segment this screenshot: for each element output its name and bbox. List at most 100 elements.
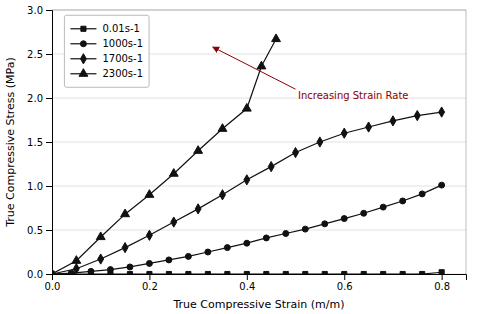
frame <box>466 10 467 274</box>
point <box>439 270 444 274</box>
tick-mark <box>247 274 248 280</box>
y-axis: 0.00.51.01.52.02.53.0 <box>27 5 52 280</box>
point <box>185 253 191 259</box>
point <box>225 271 230 274</box>
tick: 3.0 <box>27 5 52 16</box>
y-axis-title: True Compressive Stress (MPa) <box>4 57 17 228</box>
point <box>263 235 269 241</box>
point <box>98 254 104 264</box>
point <box>341 128 347 138</box>
legend-marker <box>80 54 86 64</box>
point <box>205 249 211 255</box>
point <box>127 264 133 270</box>
tick-label: 2.0 <box>27 93 43 104</box>
point <box>186 271 191 274</box>
point <box>361 210 367 216</box>
tick-label: 0.0 <box>27 269 43 280</box>
tick: 2.5 <box>27 49 52 60</box>
chart: 0.00.20.40.60.80.00.51.01.52.02.53.0True… <box>0 0 480 314</box>
point <box>293 147 299 157</box>
point <box>73 264 79 274</box>
tick-label: 0.5 <box>27 225 43 236</box>
point <box>205 271 210 274</box>
point <box>439 107 445 117</box>
point <box>361 271 366 274</box>
point <box>218 124 227 132</box>
tick-label: 0.8 <box>434 281 450 292</box>
series-line <box>52 112 442 274</box>
tick: 1.5 <box>27 137 52 148</box>
tick: 0.0 <box>27 269 52 280</box>
tick: 0.4 <box>239 274 255 292</box>
tick-label: 2.5 <box>27 49 43 60</box>
legend-marker <box>79 69 88 77</box>
tick: 0.6 <box>337 274 353 292</box>
point <box>220 190 226 200</box>
grid-line <box>52 186 466 187</box>
point <box>127 271 132 274</box>
point <box>194 146 203 154</box>
point <box>400 198 406 204</box>
tick-mark <box>46 230 52 231</box>
axis-line <box>53 275 467 281</box>
point <box>72 256 81 264</box>
grid <box>52 10 466 274</box>
tick: 0.5 <box>27 225 52 236</box>
legend: 0.01s-11000s-11700s-12300s-1 <box>64 15 149 87</box>
tick: 0.8 <box>434 274 450 292</box>
point <box>400 271 405 274</box>
point <box>244 240 250 246</box>
tick-label: 0.6 <box>337 281 353 292</box>
point <box>146 260 152 266</box>
point <box>244 175 250 185</box>
point <box>366 122 372 132</box>
legend-item: 0.01s-1 <box>70 23 139 34</box>
point <box>272 34 281 42</box>
plot-area <box>52 34 445 274</box>
tick-mark <box>46 142 52 143</box>
tick-label: 0.0 <box>45 281 61 292</box>
tick: 0.0 <box>45 274 61 292</box>
tick-mark <box>46 10 52 11</box>
legend-item: 1000s-1 <box>70 38 143 49</box>
point <box>381 271 386 274</box>
point <box>342 271 347 274</box>
tick-mark <box>46 54 52 55</box>
tick-mark <box>46 274 52 275</box>
annotation: Increasing Strain Rate <box>298 90 409 101</box>
tick-label: 0.4 <box>239 281 255 292</box>
tick: 2.0 <box>27 93 52 104</box>
series-line <box>52 39 276 274</box>
point <box>303 271 308 274</box>
point <box>195 204 201 214</box>
legend-label: 0.01s-1 <box>102 23 139 34</box>
point <box>242 103 251 111</box>
point <box>390 116 396 126</box>
tick-label: 0.2 <box>142 281 158 292</box>
grid-line <box>52 230 466 231</box>
point <box>283 271 288 274</box>
point <box>380 204 386 210</box>
point <box>341 216 347 222</box>
tick-mark <box>46 98 52 99</box>
point <box>257 61 266 69</box>
annotation-arrow <box>213 47 296 89</box>
point <box>52 269 56 274</box>
point <box>264 271 269 274</box>
point <box>317 137 323 147</box>
point <box>146 230 152 240</box>
point <box>107 267 113 273</box>
legend-item: 2300s-1 <box>70 68 143 79</box>
point <box>166 257 172 263</box>
tick-mark <box>442 274 443 280</box>
point <box>268 162 274 172</box>
point <box>224 245 230 251</box>
point <box>122 243 128 253</box>
point <box>420 271 425 274</box>
tick-mark <box>149 274 150 280</box>
x-axis-title: True Compressive Strain (m/m) <box>172 298 344 311</box>
grid-line <box>52 142 466 143</box>
point <box>302 226 308 232</box>
point <box>88 268 94 274</box>
point <box>322 271 327 274</box>
